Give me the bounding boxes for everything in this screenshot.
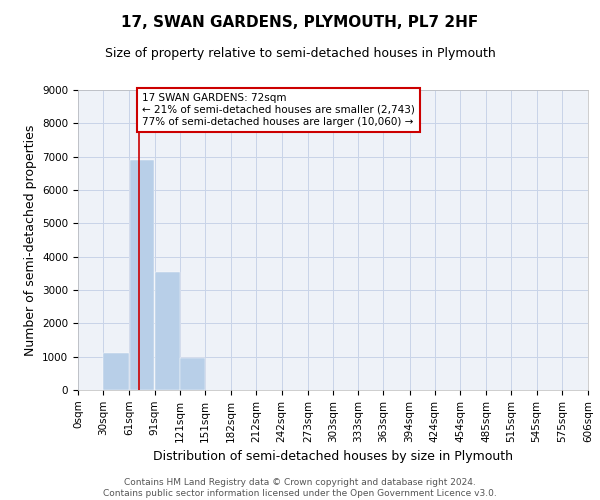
Bar — [155, 272, 179, 390]
Text: 17 SWAN GARDENS: 72sqm
← 21% of semi-detached houses are smaller (2,743)
77% of : 17 SWAN GARDENS: 72sqm ← 21% of semi-det… — [142, 94, 415, 126]
X-axis label: Distribution of semi-detached houses by size in Plymouth: Distribution of semi-detached houses by … — [153, 450, 513, 463]
Y-axis label: Number of semi-detached properties: Number of semi-detached properties — [23, 124, 37, 356]
Bar — [103, 354, 129, 390]
Text: Contains HM Land Registry data © Crown copyright and database right 2024.
Contai: Contains HM Land Registry data © Crown c… — [103, 478, 497, 498]
Bar — [180, 358, 205, 390]
Bar — [130, 160, 154, 390]
Text: Size of property relative to semi-detached houses in Plymouth: Size of property relative to semi-detach… — [104, 48, 496, 60]
Text: 17, SWAN GARDENS, PLYMOUTH, PL7 2HF: 17, SWAN GARDENS, PLYMOUTH, PL7 2HF — [121, 15, 479, 30]
